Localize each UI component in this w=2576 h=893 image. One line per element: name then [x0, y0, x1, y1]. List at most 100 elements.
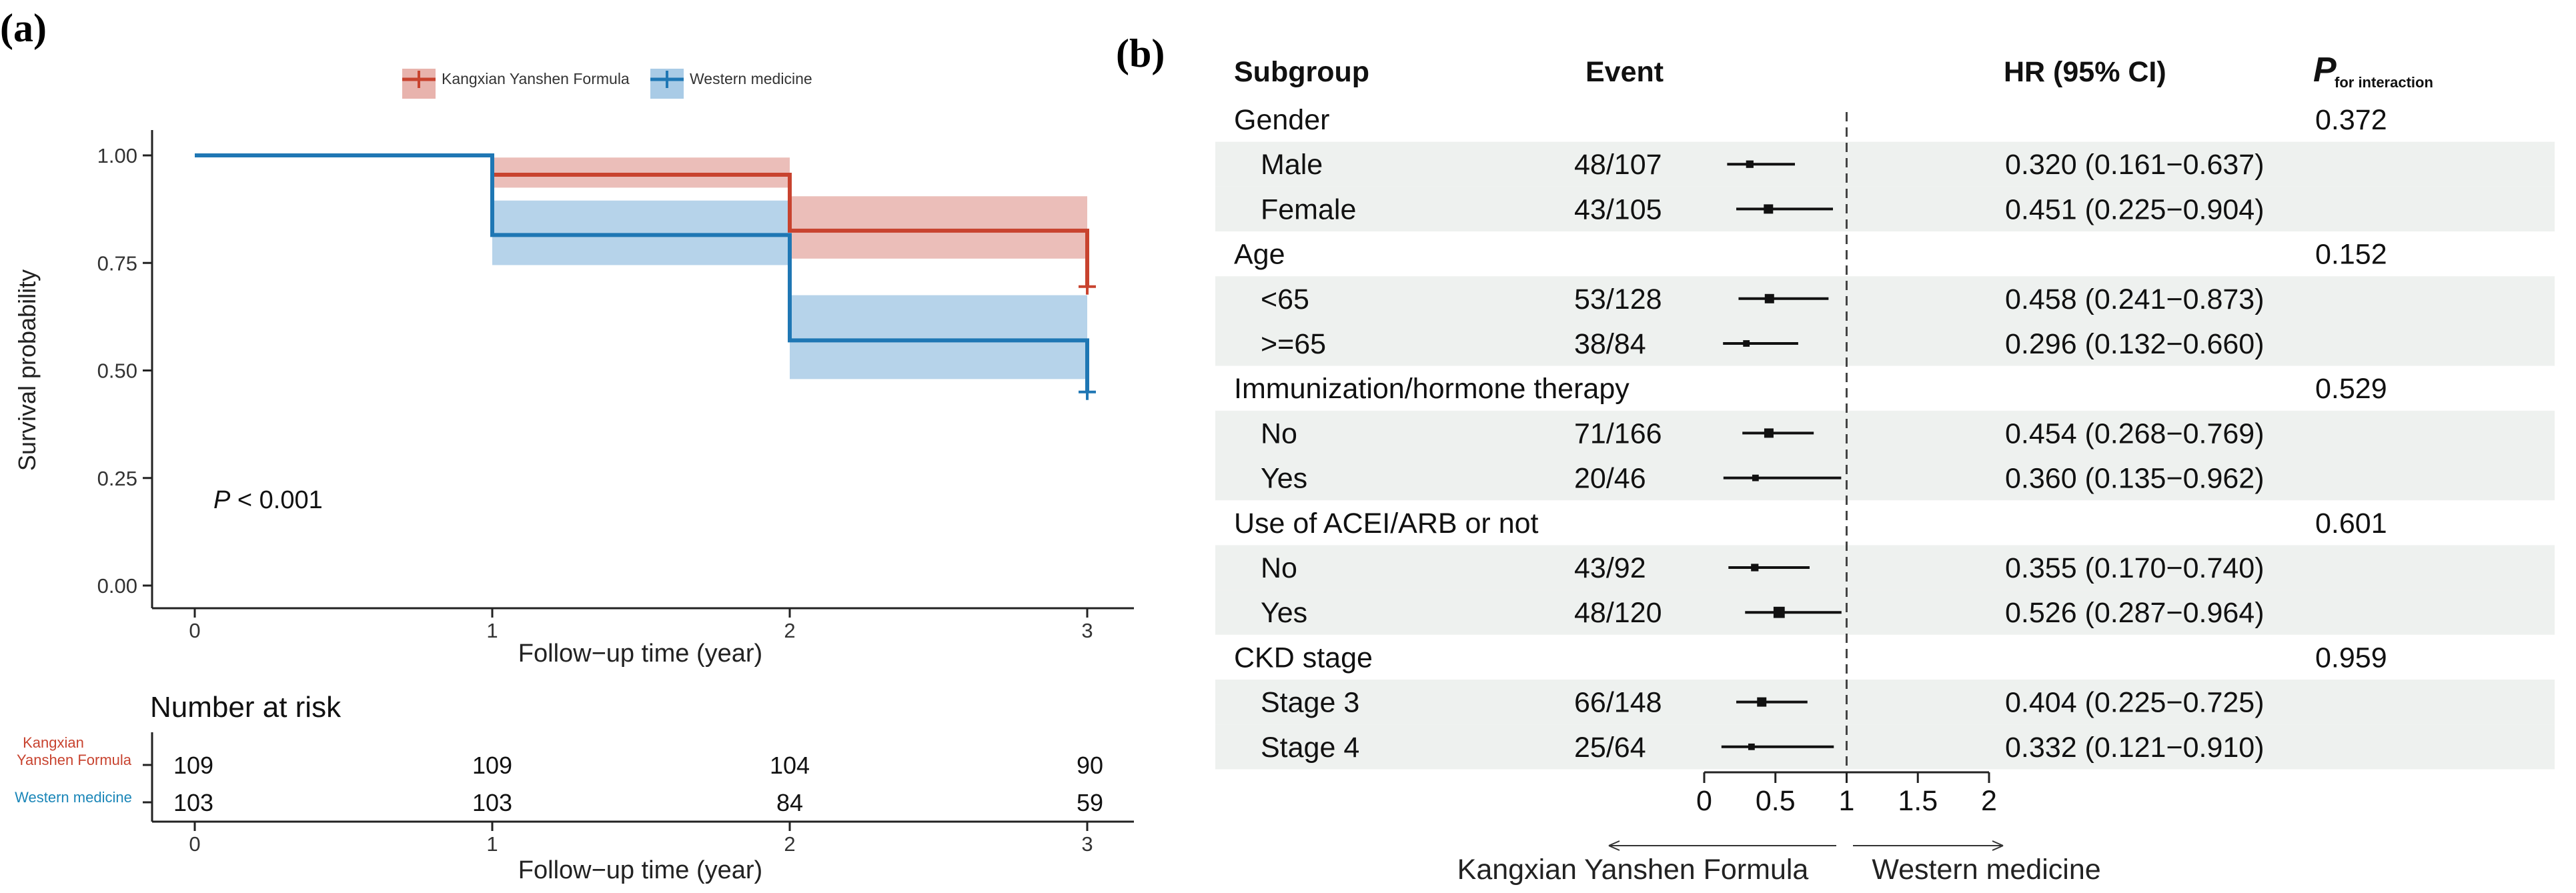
forest-subgroup-label: Stage 4	[1261, 732, 1359, 764]
risk-count-western: 59	[1077, 789, 1103, 816]
forest-group-label: Use of ACEI/ARB or not	[1234, 508, 1539, 540]
km-legend: Kangxian Yanshen Formula Western medicin…	[402, 69, 812, 99]
forest-hr-text: 0.296 (0.132−0.660)	[2005, 328, 2265, 360]
risk-table: 109 109 104 90 103 103 84 59 0 1 2 3	[143, 732, 1134, 856]
forest-group-label: Immunization/hormone therapy	[1234, 373, 1630, 405]
forest-row-stripe	[1215, 276, 2555, 321]
forest-right-direction-label: Western medicine	[1872, 854, 2100, 886]
forest-row-stripe	[1215, 321, 2555, 366]
risk-x-tick-label: 2	[784, 832, 795, 856]
forest-subgroup-label: No	[1261, 417, 1297, 450]
km-plot: 0.00 0.25 0.50 0.75 1.00 0 1 2 3	[97, 130, 1134, 642]
forest-subgroup-label: <65	[1261, 283, 1309, 315]
forest-header-subgroup: Subgroup	[1234, 56, 1369, 88]
risk-group-kangxian-line1: Kangxian	[23, 734, 84, 751]
forest-hr-text: 0.404 (0.225−0.725)	[2005, 687, 2265, 719]
km-y-tick-label: 1.00	[97, 144, 137, 167]
forest-plot: 0 0.5 1 1.5 2	[1608, 112, 2004, 851]
forest-header-hr: HR (95% CI)	[2004, 56, 2166, 88]
forest-row-stripe	[1215, 680, 2555, 725]
forest-event-count: 20/46	[1574, 463, 1646, 495]
forest-subgroup-label: Female	[1261, 193, 1356, 225]
km-ci-band-kangxian	[790, 196, 1087, 259]
forest-point-estimate	[1751, 564, 1759, 572]
forest-event-count: 71/166	[1574, 417, 1662, 450]
panel-b-tag: (b)	[1116, 31, 1165, 75]
forest-hr-text: 0.526 (0.287−0.964)	[2005, 597, 2265, 629]
km-y-tick-label: 0.00	[97, 574, 137, 598]
risk-x-axis-label: Follow−up time (year)	[518, 856, 762, 884]
risk-count-kangxian: 109	[472, 752, 512, 779]
km-x-axis-label: Follow−up time (year)	[518, 640, 762, 668]
forest-p-interaction: 0.601	[2315, 508, 2387, 540]
forest-point-estimate	[1764, 204, 1774, 214]
p-value-letter: P	[213, 486, 231, 514]
km-y-tick-label: 0.50	[97, 359, 137, 383]
forest-row-stripe	[1215, 590, 2555, 635]
forest-p-interaction: 0.372	[2315, 104, 2387, 136]
km-x-tick-label: 0	[189, 619, 200, 642]
km-ci-band-kangxian	[492, 157, 790, 188]
km-survival-line-western	[195, 153, 1089, 392]
forest-p-interaction: 0.529	[2315, 373, 2387, 405]
risk-count-kangxian: 90	[1077, 752, 1103, 779]
forest-header-p-sub: for interaction	[2335, 74, 2433, 91]
km-y-tick-label: 0.25	[97, 467, 137, 490]
forest-event-count: 38/84	[1574, 328, 1646, 360]
forest-header-p: P	[2313, 51, 2337, 89]
risk-count-kangxian: 109	[173, 752, 213, 779]
forest-point-estimate	[1748, 743, 1755, 750]
forest-x-tick-label: 0.5	[1756, 785, 1796, 817]
risk-count-western: 103	[173, 789, 213, 816]
risk-group-kangxian-line2: Yanshen Formula	[17, 752, 132, 768]
forest-point-estimate	[1743, 340, 1750, 347]
forest-row-stripe	[1215, 141, 2555, 187]
forest-hr-text: 0.360 (0.135−0.962)	[2005, 463, 2265, 495]
forest-row-stripe	[1215, 724, 2555, 770]
risk-count-kangxian: 104	[770, 752, 810, 779]
forest-point-estimate	[1773, 606, 1785, 618]
forest-subgroup-label: Yes	[1261, 597, 1307, 629]
forest-x-tick-label: 0	[1696, 785, 1712, 817]
p-value-annotation: P < 0.001	[213, 486, 323, 514]
km-censor-mark-western	[1079, 383, 1096, 400]
forest-hr-text: 0.320 (0.161−0.637)	[2005, 149, 2265, 181]
forest-event-count: 25/64	[1574, 732, 1646, 764]
forest-subgroup-label: Stage 3	[1261, 687, 1359, 719]
forest-event-count: 53/128	[1574, 283, 1662, 315]
forest-point-estimate	[1764, 428, 1774, 438]
forest-subgroup-label: No	[1261, 552, 1297, 584]
panel-a: (a) Kangxian Yanshen Formula Western med…	[0, 6, 1134, 884]
forest-event-count: 48/120	[1574, 597, 1662, 629]
forest-row-stripe	[1215, 186, 2555, 231]
forest-event-count: 48/107	[1574, 149, 1662, 181]
forest-subgroup-label: >=65	[1261, 328, 1326, 360]
forest-row-stripe	[1215, 456, 2555, 501]
forest-point-estimate	[1764, 293, 1774, 303]
panel-b: (b) Subgroup Event HR (95% CI) P for int…	[1116, 31, 2555, 886]
forest-x-tick-label: 1	[1839, 785, 1855, 817]
risk-x-tick-label: 1	[486, 832, 498, 856]
forest-hr-text: 0.458 (0.241−0.873)	[2005, 283, 2265, 315]
forest-group-label: CKD stage	[1234, 642, 1373, 674]
forest-rows: Gender 0.372 Male 48/107 0.320 (0.161−0.637)…	[1234, 104, 2387, 764]
forest-point-estimate	[1752, 474, 1759, 482]
km-y-axis-label: Survival probability	[13, 269, 41, 471]
forest-left-direction-label: Kangxian Yanshen Formula	[1457, 854, 1809, 886]
km-censor-mark-kangxian	[1079, 278, 1096, 295]
km-ci-band-western	[790, 295, 1087, 379]
forest-x-tick-label: 2	[1981, 785, 1997, 817]
forest-point-estimate	[1757, 697, 1767, 707]
forest-hr-text: 0.454 (0.268−0.769)	[2005, 417, 2265, 450]
forest-subgroup-label: Yes	[1261, 463, 1307, 495]
risk-x-tick-label: 3	[1081, 832, 1093, 856]
panel-a-tag: (a)	[0, 6, 47, 50]
forest-hr-text: 0.451 (0.225−0.904)	[2005, 193, 2265, 225]
forest-event-count: 43/92	[1574, 552, 1646, 584]
risk-group-western: Western medicine	[15, 789, 132, 806]
forest-stripes	[1215, 141, 2555, 770]
forest-event-count: 66/148	[1574, 687, 1662, 719]
forest-p-interaction: 0.959	[2315, 642, 2387, 674]
forest-p-interaction: 0.152	[2315, 239, 2387, 271]
